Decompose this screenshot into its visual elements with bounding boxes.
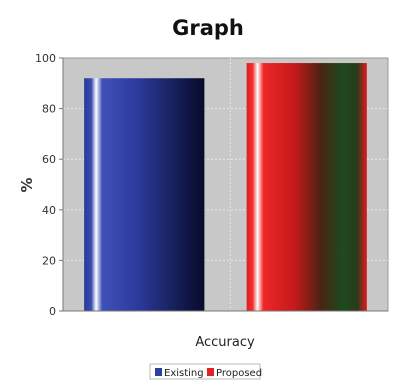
y-tick-label: 80 — [42, 103, 56, 116]
y-axis-label: % — [18, 177, 36, 192]
x-axis-label: Accuracy — [195, 335, 255, 350]
legend: Existing Proposed — [149, 363, 262, 380]
legend-swatch-existing — [155, 368, 162, 376]
chart-title: Graph — [172, 16, 244, 40]
bar-existing — [84, 78, 205, 312]
y-tick-label: 20 — [42, 254, 56, 267]
bar-proposed — [246, 63, 367, 312]
legend-label-proposed: Proposed — [216, 368, 262, 379]
y-axis-ticks: 0 20 40 60 80 100 — [35, 52, 63, 318]
legend-label-existing: Existing — [164, 368, 204, 379]
legend-swatch-proposed — [207, 368, 214, 376]
y-tick-label: 40 — [42, 204, 56, 217]
y-tick-label: 100 — [35, 52, 56, 65]
y-tick-label: 0 — [49, 305, 56, 318]
bars — [84, 63, 367, 312]
legend-box — [149, 363, 261, 380]
y-tick-label: 60 — [42, 153, 56, 166]
